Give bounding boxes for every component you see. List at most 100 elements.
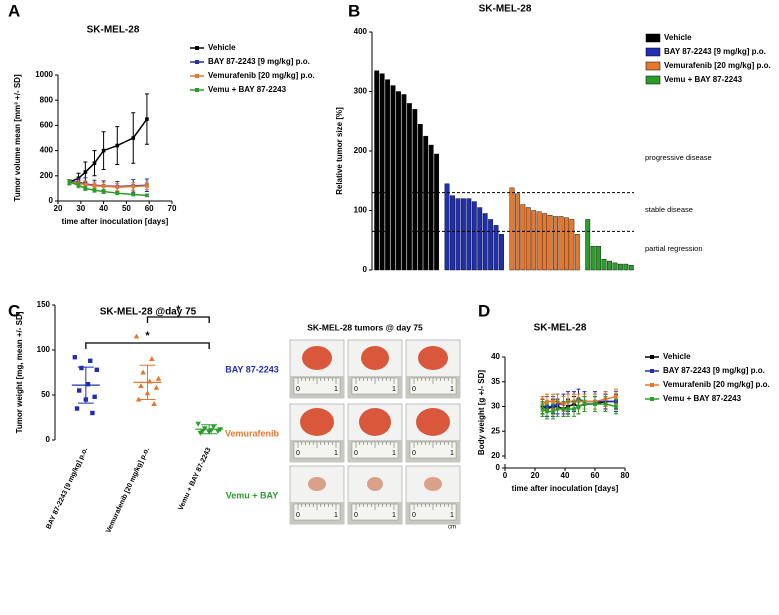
ruler-label: 1 xyxy=(392,386,396,393)
point xyxy=(614,394,618,399)
legend-label: BAY 87-2243 [9 mg/kg] p.o. xyxy=(208,57,310,66)
bar xyxy=(423,135,429,271)
ruler-label: 0 xyxy=(412,512,416,519)
y-tick-label: 25 xyxy=(491,426,500,435)
point xyxy=(79,365,84,371)
chart-title: SK-MEL-28 xyxy=(87,25,140,36)
y-tick-label: 300 xyxy=(354,87,368,96)
significance-bracket xyxy=(85,342,210,349)
bar xyxy=(596,245,602,271)
bar xyxy=(628,265,634,271)
point xyxy=(92,161,97,165)
bar xyxy=(574,234,580,271)
row-label: Vemu + BAY xyxy=(226,490,278,500)
row-label: BAY 87-2243 xyxy=(225,364,279,374)
bar xyxy=(553,216,558,271)
bar xyxy=(585,219,591,271)
tumor xyxy=(300,408,334,436)
x-tick-label: 60 xyxy=(145,204,154,213)
y-tick-label: 100 xyxy=(354,206,368,215)
chart-title: SK-MEL-28 @day 75 xyxy=(100,307,197,318)
ruler-label: 0 xyxy=(412,386,416,393)
point xyxy=(85,382,91,387)
ruler-label: 0 xyxy=(354,512,358,519)
point xyxy=(133,333,140,339)
legend-label: Vemu + BAY 87-2243 xyxy=(663,394,742,403)
ruler-label: 0 xyxy=(296,450,300,457)
bar xyxy=(460,198,466,271)
x-tick-label: Vemurafenib [20 mg/kg] p.o. xyxy=(105,447,151,535)
bar xyxy=(623,263,629,271)
legend-label: Vemurafenib [20 mg/kg] p.o. xyxy=(208,71,315,80)
tumor xyxy=(302,346,332,370)
point xyxy=(101,189,106,194)
bar xyxy=(547,215,553,271)
point xyxy=(195,421,201,427)
y-axis-label: Tumor weight [mg, mean +/- SD] xyxy=(15,311,24,433)
legend-marker xyxy=(650,355,654,359)
bar xyxy=(499,234,504,271)
bar xyxy=(514,193,520,271)
bar xyxy=(471,201,477,271)
tumor xyxy=(361,346,389,370)
legend-label: Vehicle xyxy=(663,352,691,361)
bar xyxy=(477,207,483,271)
ruler-label: 1 xyxy=(334,512,338,519)
bar xyxy=(536,211,542,271)
chart-title: SK-MEL-28 xyxy=(534,323,587,334)
legend-swatch xyxy=(645,75,661,85)
point xyxy=(603,402,608,406)
x-tick-label: 30 xyxy=(76,204,85,213)
ruler-label: 0 xyxy=(354,386,358,393)
x-tick-label: Vemu + BAY 87-2243 xyxy=(177,447,212,512)
point xyxy=(88,358,93,363)
legend-label: BAY 87-2243 [9 mg/kg] p.o. xyxy=(664,47,766,56)
ruler-label: 0 xyxy=(296,512,300,519)
bar xyxy=(428,144,434,271)
sd-bar xyxy=(77,366,94,404)
point xyxy=(145,184,149,188)
point xyxy=(90,410,95,416)
legend-label: BAY 87-2243 [9 mg/kg] p.o. xyxy=(663,366,765,375)
ruler-label: 1 xyxy=(450,450,454,457)
panel-label: D xyxy=(478,301,490,320)
point xyxy=(83,186,88,191)
bar xyxy=(607,260,612,271)
ruler-label: 1 xyxy=(392,450,396,457)
x-tick-label: 60 xyxy=(591,471,600,480)
y-axis-label: Tumor volume mean [mm³ +/- SD] xyxy=(13,74,22,202)
bar xyxy=(385,79,391,271)
legend-label: Vehicle xyxy=(208,43,236,52)
legend-label: Vemu + BAY 87-2243 xyxy=(208,85,287,94)
x-tick-label: BAY 87-2243 [9 mg/kg] p.o. xyxy=(45,447,89,531)
point xyxy=(155,375,162,381)
y-axis-label: Relative tumor size [%] xyxy=(335,107,344,195)
x-tick-label: 40 xyxy=(99,204,108,213)
point xyxy=(145,117,149,121)
ruler-label: 1 xyxy=(334,450,338,457)
point xyxy=(153,384,160,390)
bar xyxy=(482,213,488,271)
point xyxy=(92,184,97,188)
bar xyxy=(434,153,440,271)
significance-bracket xyxy=(146,316,210,323)
point xyxy=(576,404,581,409)
y-tick-label: 100 xyxy=(37,345,51,354)
y-tick-label: 600 xyxy=(40,121,54,130)
legend-label: Vemurafenib [20 mg/kg] p.o. xyxy=(663,380,770,389)
significance-label: * xyxy=(145,330,150,342)
x-tick-label: 0 xyxy=(503,471,508,480)
point xyxy=(210,424,217,430)
annotation: partial regression xyxy=(645,244,703,253)
y-tick-label: 20 xyxy=(491,451,500,460)
significance-label: * xyxy=(176,304,181,316)
tumor xyxy=(418,346,448,370)
tumor xyxy=(308,477,326,491)
point xyxy=(545,409,549,414)
point xyxy=(555,407,560,411)
legend-marker xyxy=(650,397,654,401)
point xyxy=(131,184,136,189)
legend-marker xyxy=(195,60,199,64)
ruler-label: 1 xyxy=(392,512,396,519)
tumor xyxy=(367,477,383,491)
